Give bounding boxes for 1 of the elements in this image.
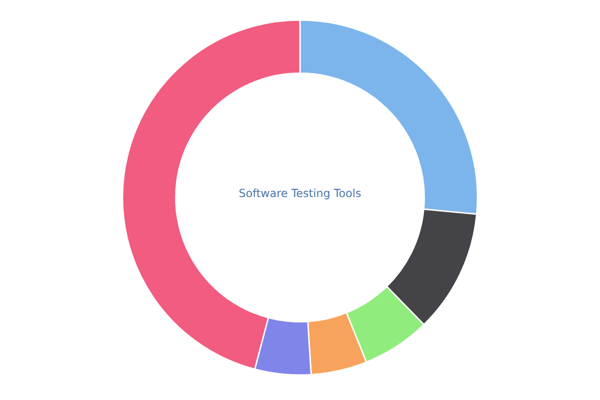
- text: Software Testing Tools: [240, 188, 361, 200]
